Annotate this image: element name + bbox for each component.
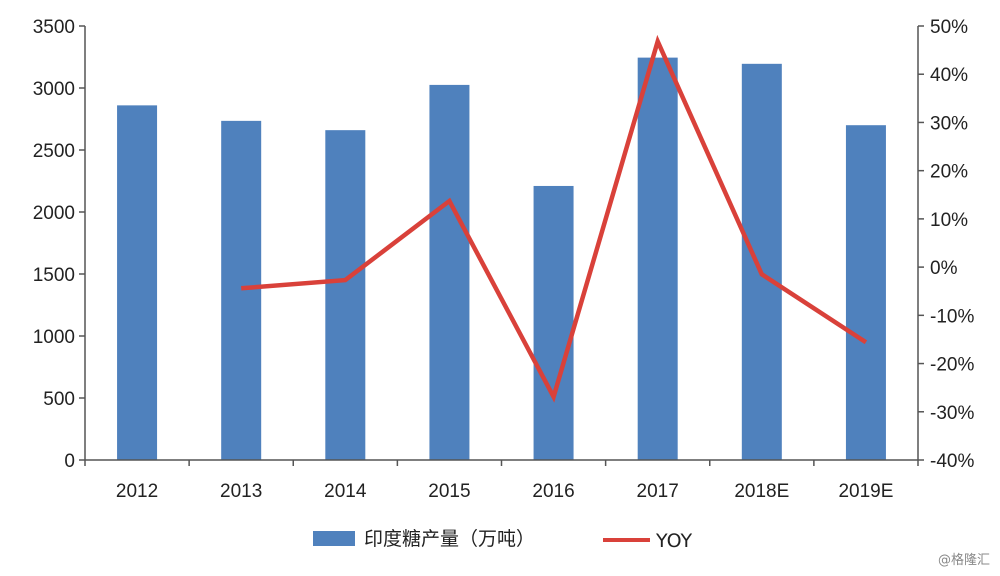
x-tick-label: 2018E: [734, 481, 789, 502]
bar-2013: [221, 120, 262, 461]
right-tick-label: 20%: [930, 162, 968, 183]
bars-group: [117, 57, 886, 461]
x-tick-label: 2016: [532, 481, 574, 502]
right-tick-label: 0%: [930, 258, 958, 279]
left-tick-label: 3000: [33, 79, 75, 100]
legend-line-label: YOY: [655, 530, 692, 552]
right-tick-label: -20%: [930, 355, 974, 376]
x-tick-label: 2014: [324, 481, 367, 502]
right-tick-label: 30%: [930, 113, 968, 134]
x-tick-label: 2019E: [838, 481, 893, 502]
left-tick-label: 3500: [33, 17, 75, 38]
axes-group: 0 500 1000 1500 2000 2500 3000 3500 -40% -30% -20%…: [33, 17, 975, 502]
bar-2019E: [845, 125, 886, 460]
bar-2016: [533, 185, 574, 460]
watermark: @格隆汇: [937, 553, 990, 568]
right-tick-label: 40%: [930, 65, 968, 86]
left-tick-label: 2000: [33, 203, 75, 224]
legend-bar-label: 印度糖产量（万吨）: [364, 528, 535, 550]
x-tick-label: 2015: [428, 481, 470, 502]
right-tick-label: -40%: [930, 451, 974, 472]
legend: 印度糖产量（万吨） YOY: [313, 528, 692, 552]
yoy-line-group: [241, 34, 868, 403]
left-tick-label: 1500: [33, 265, 75, 286]
right-tick-label: 50%: [930, 17, 968, 38]
right-tick-label: -30%: [930, 403, 974, 424]
bar-2012: [117, 105, 158, 461]
bar-2018E: [741, 63, 782, 460]
left-tick-label: 1000: [33, 327, 75, 348]
left-tick-label: 2500: [33, 141, 75, 162]
x-tick-label: 2013: [220, 481, 262, 502]
left-tick-label: 500: [43, 389, 75, 410]
bar-2014: [325, 130, 366, 460]
right-tick-label: -10%: [930, 306, 974, 327]
bar-2017: [637, 57, 678, 461]
left-tick-label: 0: [64, 451, 75, 472]
x-tick-label: 2012: [116, 481, 158, 502]
legend-bar-swatch: [313, 531, 355, 546]
bar-2015: [429, 84, 470, 461]
x-tick-label: 2017: [637, 481, 679, 502]
right-tick-label: 10%: [930, 210, 968, 231]
